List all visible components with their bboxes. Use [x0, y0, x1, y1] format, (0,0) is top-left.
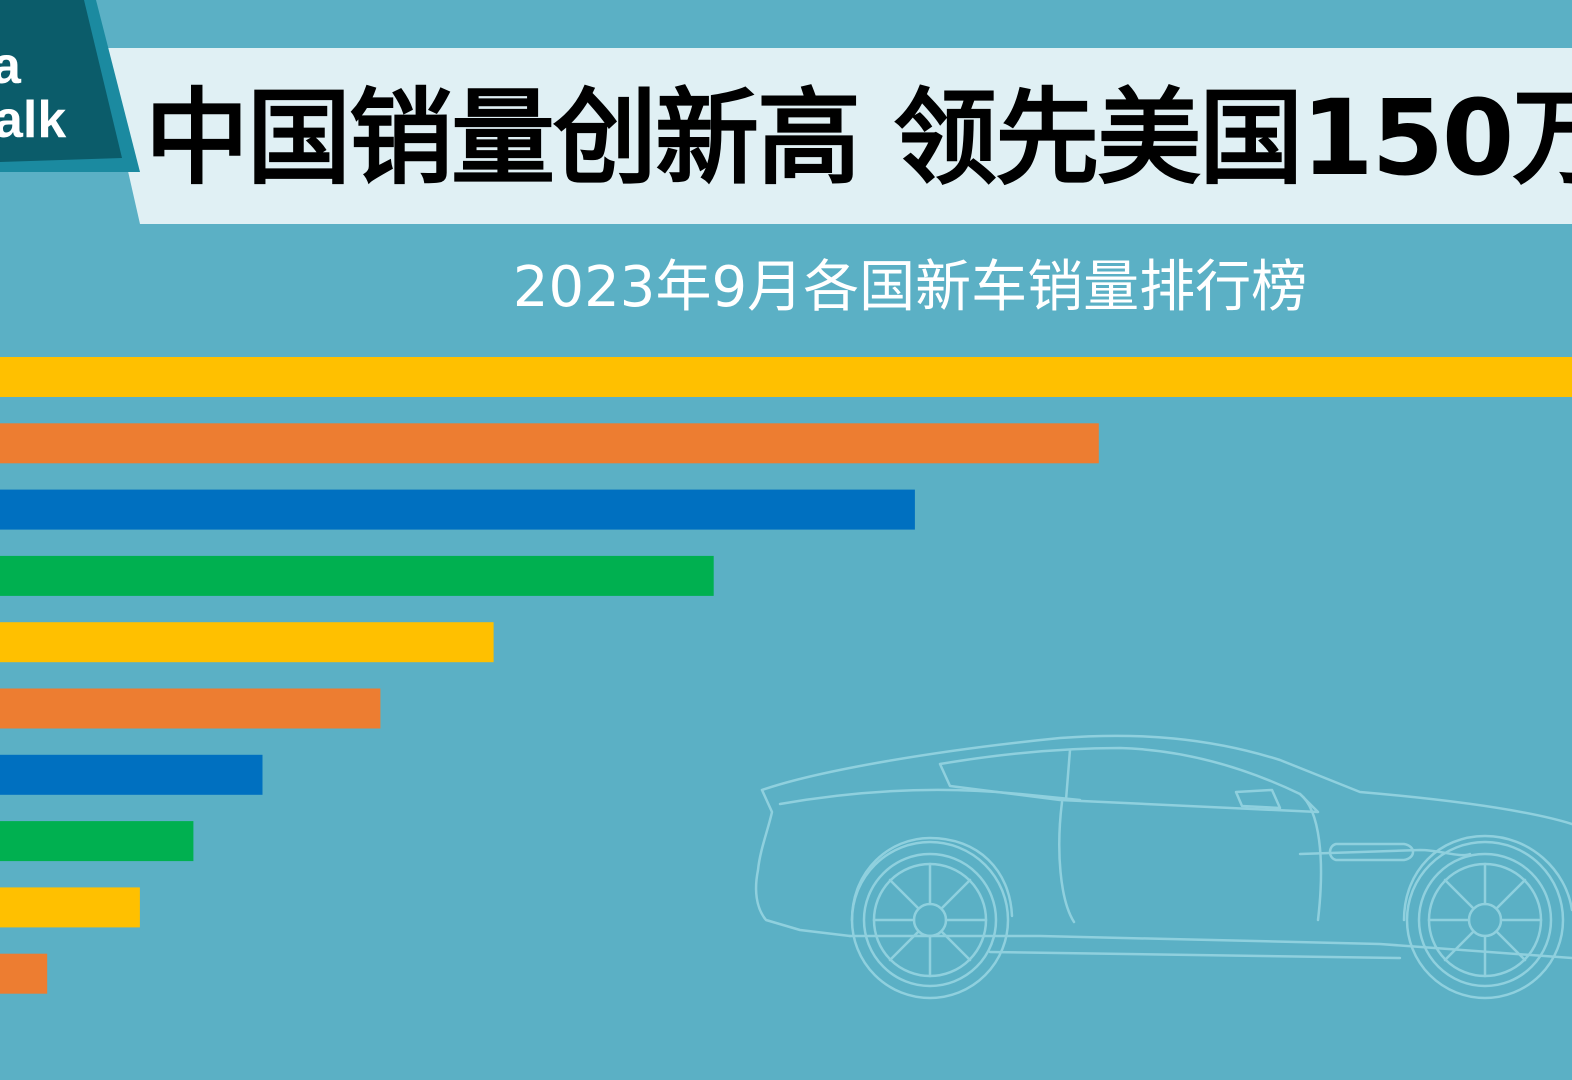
- title-band: [100, 48, 1572, 224]
- sports-car-outline-icon: [754, 734, 1572, 1000]
- chart-bar-7: [0, 754, 263, 795]
- chart-bar-6: [0, 688, 381, 729]
- logo-text-line1: a: [0, 37, 21, 95]
- chart-bar-9: [0, 887, 140, 928]
- chart-bar-10: [0, 953, 48, 994]
- page-title: 中国销量创新高 领先美国150万: [145, 78, 1572, 198]
- logo-badge: [0, 0, 140, 172]
- chart-bar-8: [0, 821, 194, 862]
- chart-bar-4: [0, 555, 714, 596]
- chart-bar-2: [0, 423, 1099, 464]
- chart-subtitle: 2023年9月各国新车销量排行榜: [512, 255, 1308, 320]
- chart-bar-3: [0, 489, 915, 530]
- chart-bar-1: [0, 357, 1572, 397]
- chart-bar-5: [0, 622, 494, 663]
- logo-text-line2: alk: [0, 91, 67, 149]
